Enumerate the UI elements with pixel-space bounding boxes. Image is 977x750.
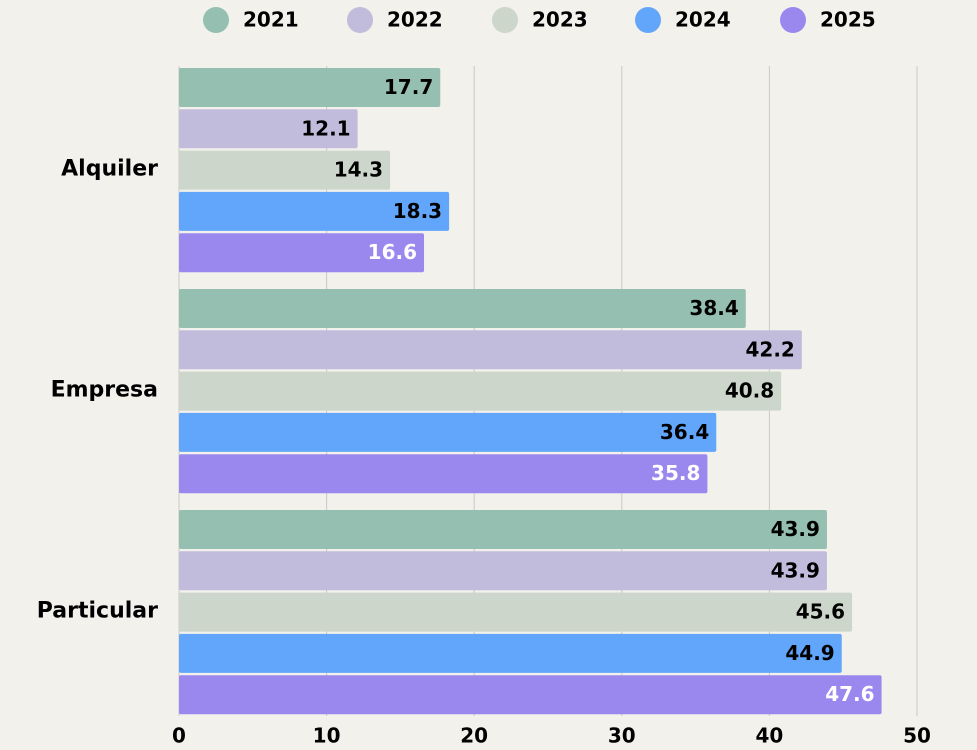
bar: [179, 191, 450, 231]
x-tick-label: 20: [460, 724, 488, 748]
legend-label: 2025: [820, 8, 876, 32]
data-label: 16.6: [368, 240, 417, 264]
bar: [179, 233, 425, 273]
bar: [179, 68, 441, 107]
legend-swatch: [635, 7, 661, 33]
data-label: 14.3: [334, 158, 383, 182]
legend-swatch: [203, 7, 229, 33]
bar: [179, 454, 708, 494]
bar: [179, 289, 746, 328]
x-tick-label: 0: [172, 724, 186, 748]
data-label: 40.8: [725, 379, 774, 403]
legend-label: 2023: [532, 8, 588, 32]
bar: [179, 592, 853, 632]
data-label: 44.9: [785, 641, 834, 665]
bar: [179, 150, 391, 190]
legend-swatch: [780, 7, 806, 33]
legend-label: 2024: [675, 8, 731, 32]
category-label: Alquiler: [61, 156, 158, 181]
data-label: 43.9: [771, 558, 820, 582]
x-tick-label: 30: [608, 724, 636, 748]
data-label: 47.6: [825, 682, 874, 706]
bar: [179, 371, 782, 411]
data-label: 42.2: [746, 337, 795, 361]
bar: [179, 551, 827, 591]
data-label: 12.1: [301, 116, 350, 140]
x-tick-label: 10: [313, 724, 341, 748]
data-label: 38.4: [689, 296, 738, 320]
data-label: 18.3: [393, 199, 442, 223]
bar: [179, 633, 842, 673]
legend-swatch: [347, 7, 373, 33]
bar: [179, 412, 717, 452]
data-label: 36.4: [660, 420, 709, 444]
bar: [179, 109, 358, 149]
bar: [179, 675, 882, 715]
bar: [179, 330, 802, 370]
bar: [179, 510, 827, 549]
x-tick-label: 40: [755, 724, 783, 748]
data-label: 35.8: [651, 461, 700, 485]
x-tick-label: 50: [903, 724, 931, 748]
legend-label: 2021: [243, 8, 299, 32]
data-label: 17.7: [384, 75, 433, 99]
data-label: 45.6: [796, 600, 845, 624]
category-label: Particular: [37, 598, 158, 623]
legend-label: 2022: [387, 8, 443, 32]
legend-swatch: [492, 7, 518, 33]
category-label: Empresa: [51, 377, 158, 402]
data-label: 43.9: [771, 517, 820, 541]
